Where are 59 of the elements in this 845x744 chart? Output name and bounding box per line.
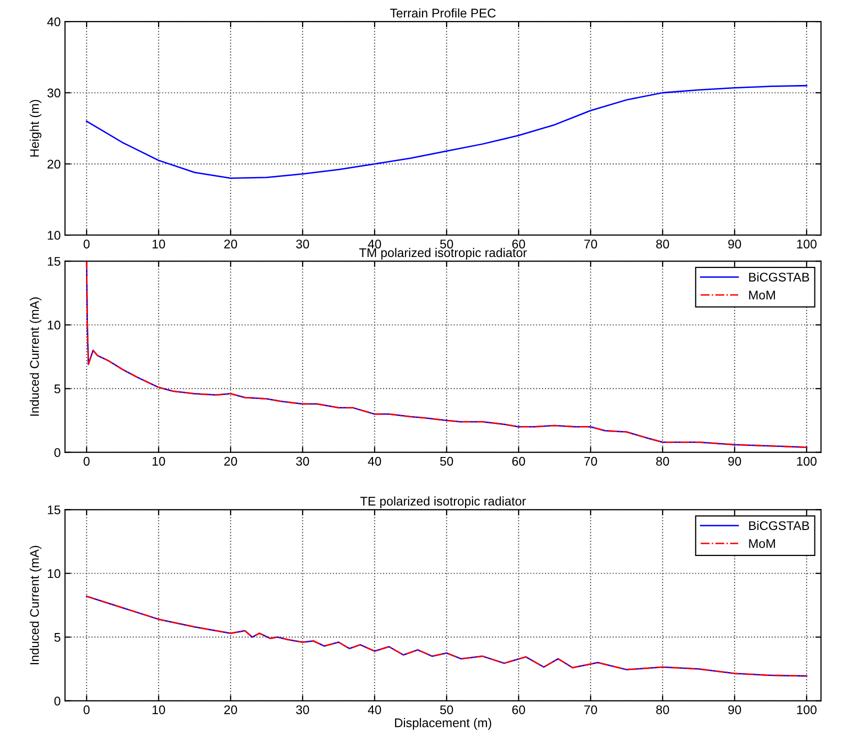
y-tick-label: 15 xyxy=(48,257,60,266)
x-tick-label: 70 xyxy=(584,240,598,248)
x-tick-label: 50 xyxy=(440,240,454,248)
y-tick-label: 10 xyxy=(48,569,60,578)
x-tick-label: 40 xyxy=(368,705,382,714)
x-tick-label: 60 xyxy=(512,456,526,466)
x-tick-label: 10 xyxy=(152,456,166,466)
legend-label: MoM xyxy=(749,539,775,548)
y-tick-label: 5 xyxy=(54,633,60,642)
y-tick-label: 15 xyxy=(48,506,60,514)
x-tick-label: 90 xyxy=(728,705,742,714)
x-tick-label: 100 xyxy=(797,240,817,248)
x-tick-label: 0 xyxy=(84,705,90,714)
line-series xyxy=(86,84,808,179)
legend-label: BiCGSTAB xyxy=(749,272,810,282)
chart-title: Terrain Profile PEC xyxy=(390,8,496,18)
x-tick-label: 20 xyxy=(224,705,238,714)
y-tick-label: 10 xyxy=(48,230,60,240)
x-tick-label: 40 xyxy=(368,456,382,466)
x-tick-label: 60 xyxy=(512,705,526,714)
x-tick-label: 20 xyxy=(224,240,238,248)
y-axis-title: Induced Current (mA) xyxy=(30,546,42,664)
x-tick-label: 20 xyxy=(224,456,238,466)
x-tick-label: 70 xyxy=(584,456,598,466)
x-tick-label: 30 xyxy=(296,705,310,714)
legend-label: BiCGSTAB xyxy=(749,520,810,530)
x-tick-label: 50 xyxy=(440,705,454,714)
y-tick-label: 10 xyxy=(48,320,60,330)
y-tick-label: 40 xyxy=(47,17,60,26)
x-tick-label: 50 xyxy=(440,456,454,466)
x-axis-title: Displacement (m) xyxy=(395,718,492,730)
x-tick-label: 30 xyxy=(296,240,310,248)
line-series xyxy=(86,261,808,448)
x-tick-label: 0 xyxy=(84,240,90,248)
chart-title: TE polarized isotropic radiator xyxy=(360,496,526,508)
x-tick-label: 90 xyxy=(728,240,742,248)
x-tick-label: 90 xyxy=(728,456,742,466)
legend-label: MoM xyxy=(749,290,775,300)
y-tick-label: 0 xyxy=(54,448,60,458)
x-tick-label: 80 xyxy=(656,456,670,466)
x-tick-label: 60 xyxy=(512,240,526,248)
y-axis-title: Height (m) xyxy=(30,100,42,156)
x-tick-label: 30 xyxy=(296,456,310,466)
x-tick-label: 80 xyxy=(656,240,670,248)
y-tick-label: 0 xyxy=(54,696,60,706)
y-tick-label: 20 xyxy=(48,160,60,169)
y-tick-label: 5 xyxy=(54,384,60,394)
x-tick-label: 40 xyxy=(368,240,382,248)
x-tick-label: 100 xyxy=(797,456,817,466)
x-tick-label: 10 xyxy=(152,705,166,714)
x-tick-label: 80 xyxy=(656,705,670,714)
x-tick-label: 100 xyxy=(797,705,817,714)
y-axis-title: Induced Current (mA) xyxy=(30,297,42,416)
chart-title: TM polarized isotropic radiator xyxy=(359,248,527,260)
x-tick-label: 10 xyxy=(152,240,166,248)
line-series xyxy=(86,596,808,677)
y-tick-label: 30 xyxy=(47,88,60,98)
x-tick-label: 70 xyxy=(584,705,598,714)
x-tick-label: 0 xyxy=(84,456,90,466)
